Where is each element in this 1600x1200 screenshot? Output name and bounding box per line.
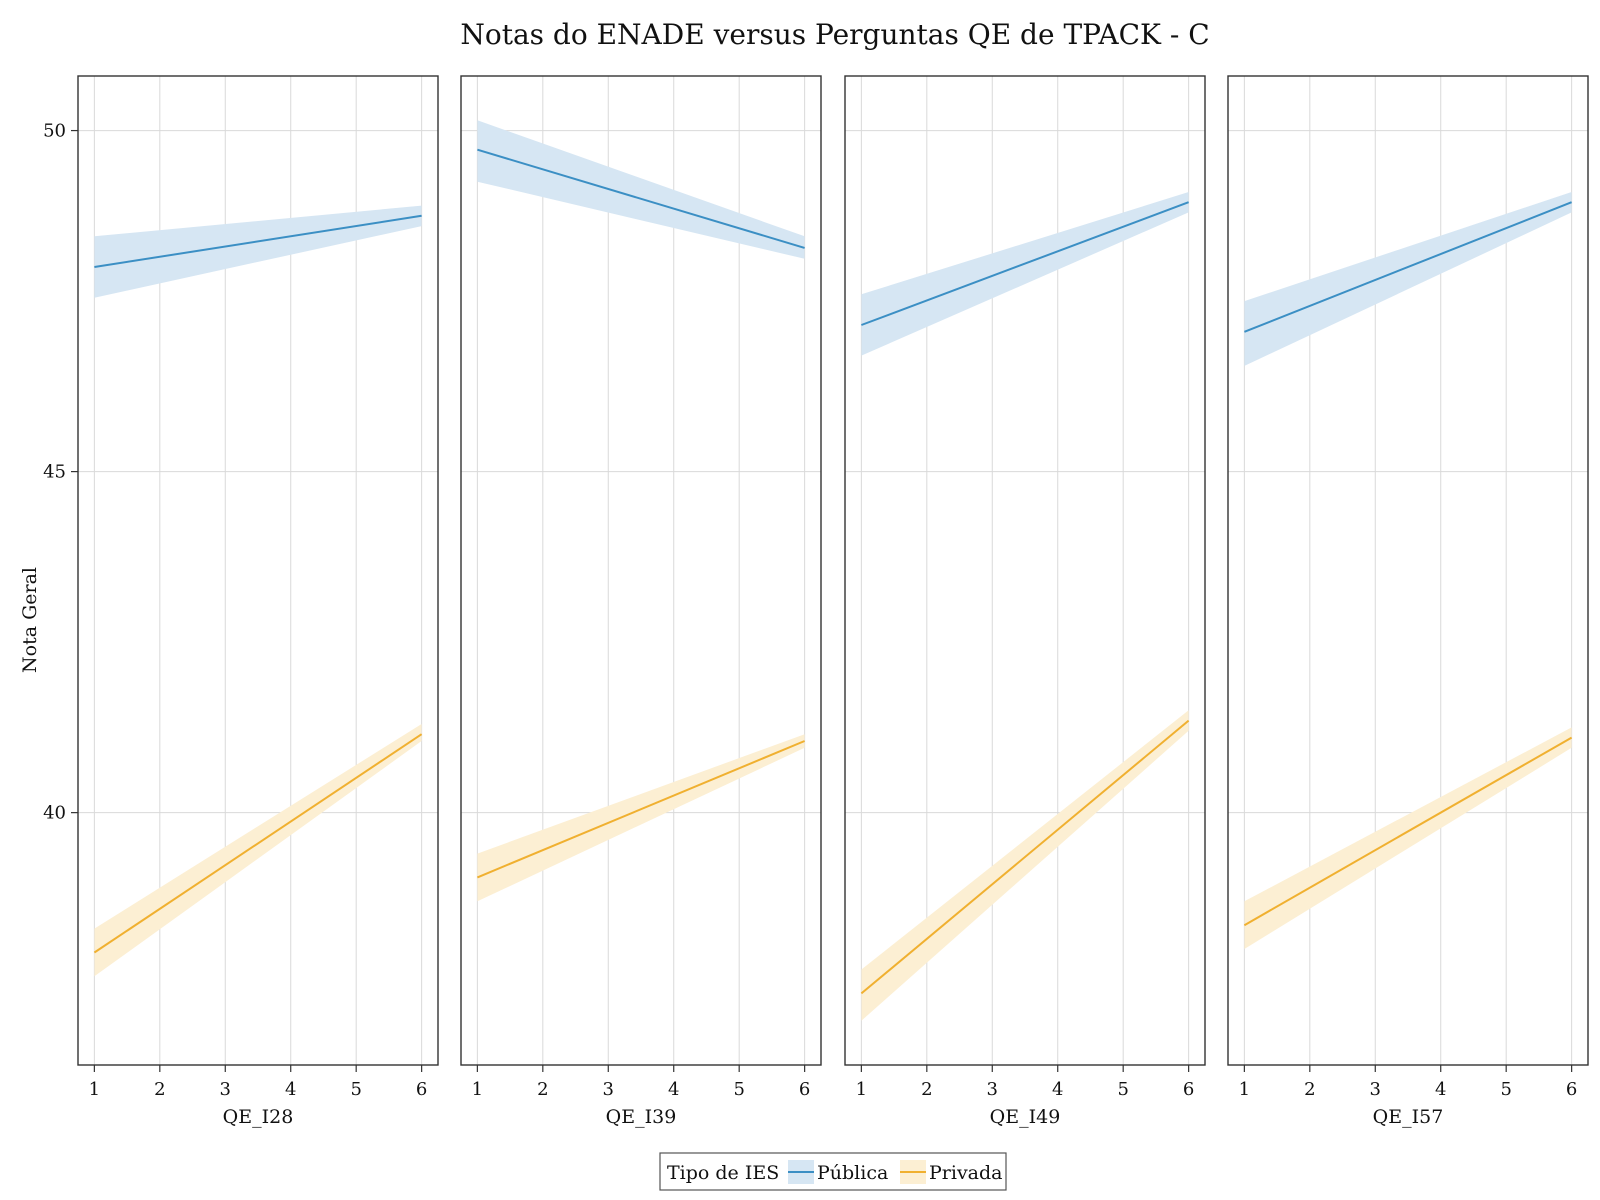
y-tick-label: 50	[43, 121, 66, 142]
confidence-band-privada	[1244, 727, 1572, 949]
x-tick-label: 5	[350, 1079, 361, 1100]
panel-frame	[460, 75, 822, 1066]
x-tick-label: 2	[1304, 1079, 1315, 1100]
x-tick-label: 5	[1500, 1079, 1511, 1100]
x-axis-label: QE_I57	[1373, 1106, 1444, 1128]
x-tick-label: 1	[856, 1079, 867, 1100]
legend-title: Tipo de IES	[667, 1162, 779, 1184]
x-tick-label: 3	[603, 1079, 614, 1100]
x-tick-label: 2	[154, 1079, 165, 1100]
x-axis-label: QE_I28	[223, 1106, 294, 1128]
confidence-band-privada	[861, 710, 1189, 1021]
confidence-band-publica	[1244, 192, 1572, 366]
x-tick-label: 4	[285, 1079, 296, 1100]
series-line-publica	[477, 148, 805, 249]
y-tick-label: 40	[43, 803, 66, 824]
legend-entry-publica: Pública	[817, 1162, 888, 1184]
x-tick-label: 4	[668, 1079, 679, 1100]
x-axis-label: QE_I39	[606, 1106, 677, 1128]
x-tick-label: 6	[416, 1079, 427, 1100]
panel-frame	[1227, 75, 1589, 1066]
panel-frame	[844, 75, 1206, 1066]
x-tick-label: 3	[987, 1079, 998, 1100]
panel-4: 1 2 3 4 5 6 QE_I57	[1227, 75, 1589, 1128]
x-tick-label: 2	[921, 1079, 932, 1100]
chart-title: Notas do ENADE versus Perguntas QE de TP…	[460, 18, 1209, 51]
series-line-privada	[93, 733, 423, 954]
series-line-privada	[1243, 736, 1573, 927]
x-tick-label: 5	[1117, 1079, 1128, 1100]
series-line-publica	[861, 201, 1189, 326]
x-tick-label: 4	[1435, 1079, 1446, 1100]
confidence-band-publica	[477, 120, 805, 259]
x-tick-label: 1	[472, 1079, 483, 1100]
series-line-privada	[860, 719, 1190, 995]
x-tick-label: 3	[220, 1079, 231, 1100]
confidence-band-publica	[94, 205, 422, 298]
x-tick-label: 6	[1183, 1079, 1194, 1100]
series-line-privada	[477, 740, 805, 879]
panel-frame	[77, 75, 439, 1066]
confidence-band-privada	[94, 724, 422, 977]
series-line-publica	[1244, 201, 1572, 333]
y-axis-label: Nota Geral	[19, 567, 41, 673]
panel-2: 1 2 3 4 5 6 QE_I39	[460, 75, 822, 1128]
legend-frame	[659, 1152, 1007, 1191]
x-tick-label: 1	[89, 1079, 100, 1100]
confidence-band-publica	[861, 192, 1189, 356]
series-line-publica	[94, 214, 422, 268]
x-tick-label: 3	[1370, 1079, 1381, 1100]
legend: Tipo de IES Pública Privada	[659, 1152, 1007, 1191]
legend-entry-privada: Privada	[929, 1162, 1003, 1184]
x-axis-label: QE_I49	[990, 1106, 1061, 1128]
x-tick-label: 6	[1566, 1079, 1577, 1100]
confidence-band-privada	[477, 734, 805, 902]
x-tick-label: 1	[1239, 1079, 1250, 1100]
x-tick-label: 4	[1052, 1079, 1063, 1100]
x-tick-label: 5	[733, 1079, 744, 1100]
x-tick-label: 6	[799, 1079, 810, 1100]
x-tick-label: 2	[537, 1079, 548, 1100]
panel-3: 1 2 3 4 5 6 QE_I49	[844, 75, 1206, 1128]
y-tick-label: 45	[43, 462, 66, 483]
